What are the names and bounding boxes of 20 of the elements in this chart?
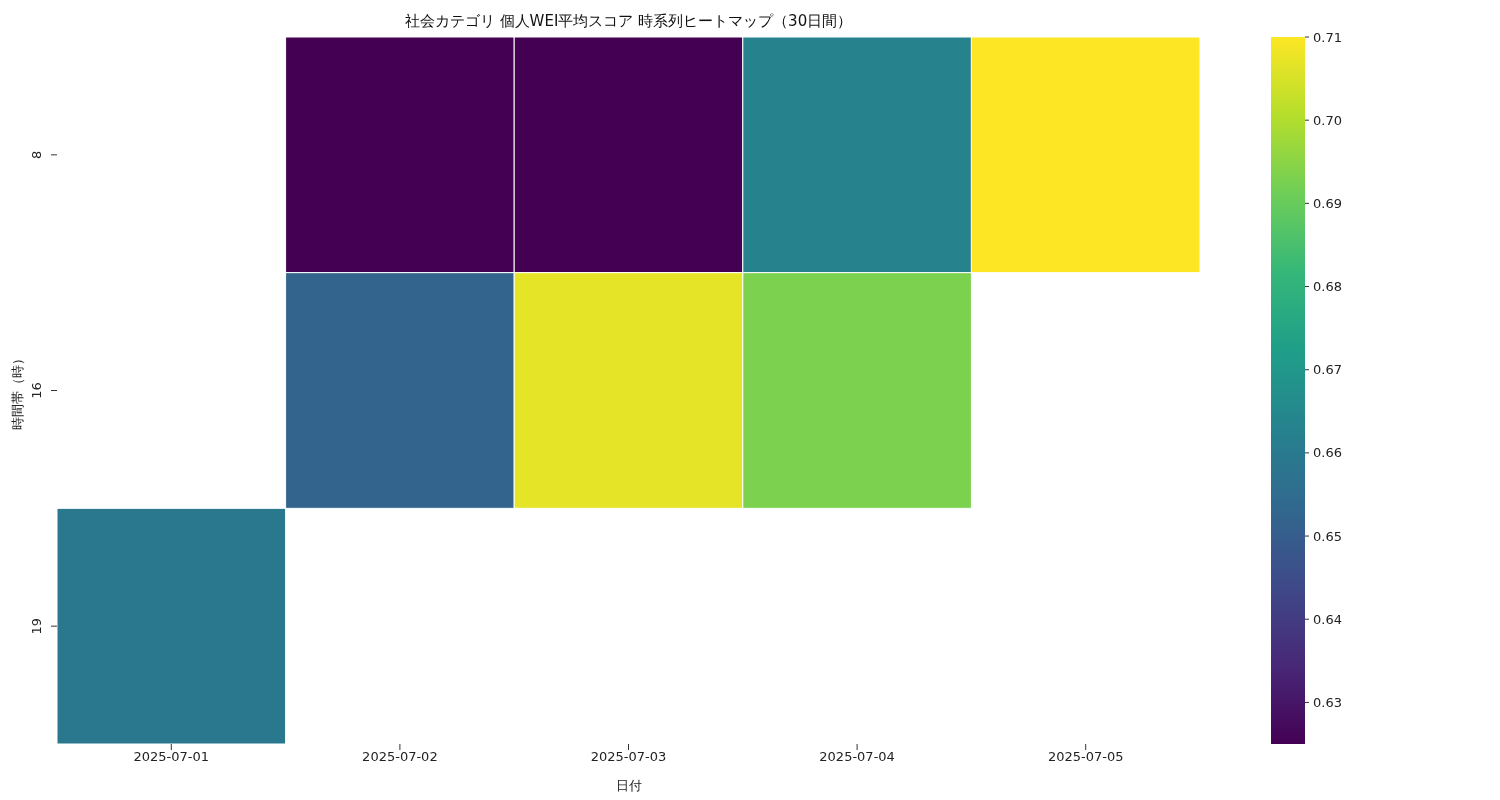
x-tick-label: 2025-07-05 [1047, 749, 1124, 765]
x-tick-label: 2025-07-04 [819, 749, 895, 765]
chart-title: 社会カテゴリ 個人WEI平均スコア 時系列ヒートマップ（30日間） [403, 12, 854, 31]
y-tick-label: 16 [29, 382, 44, 399]
y-tick-label: 8 [29, 150, 44, 159]
y-axis-title: 時間帯（時） [9, 351, 25, 430]
color-bar-label: 0.66 [1313, 445, 1342, 461]
color-bar-label: 0.68 [1313, 279, 1342, 295]
color-bar-label: 0.64 [1313, 611, 1342, 627]
y-tick-label: 19 [29, 617, 44, 635]
x-tick-label: 2025-07-01 [133, 749, 210, 765]
x-axis-title: 日付 [615, 778, 642, 793]
color-bar-label: 0.63 [1313, 694, 1342, 710]
color-bar-label: 0.70 [1313, 112, 1342, 128]
x-tick-label: 2025-07-03 [590, 749, 667, 765]
color-bar-label: 0.65 [1313, 528, 1342, 544]
color-bar-label: 0.71 [1313, 29, 1342, 45]
color-bar-label: 0.67 [1313, 362, 1342, 378]
x-tick-label: 2025-07-02 [362, 749, 438, 765]
color-bar-label: 0.69 [1313, 195, 1342, 211]
